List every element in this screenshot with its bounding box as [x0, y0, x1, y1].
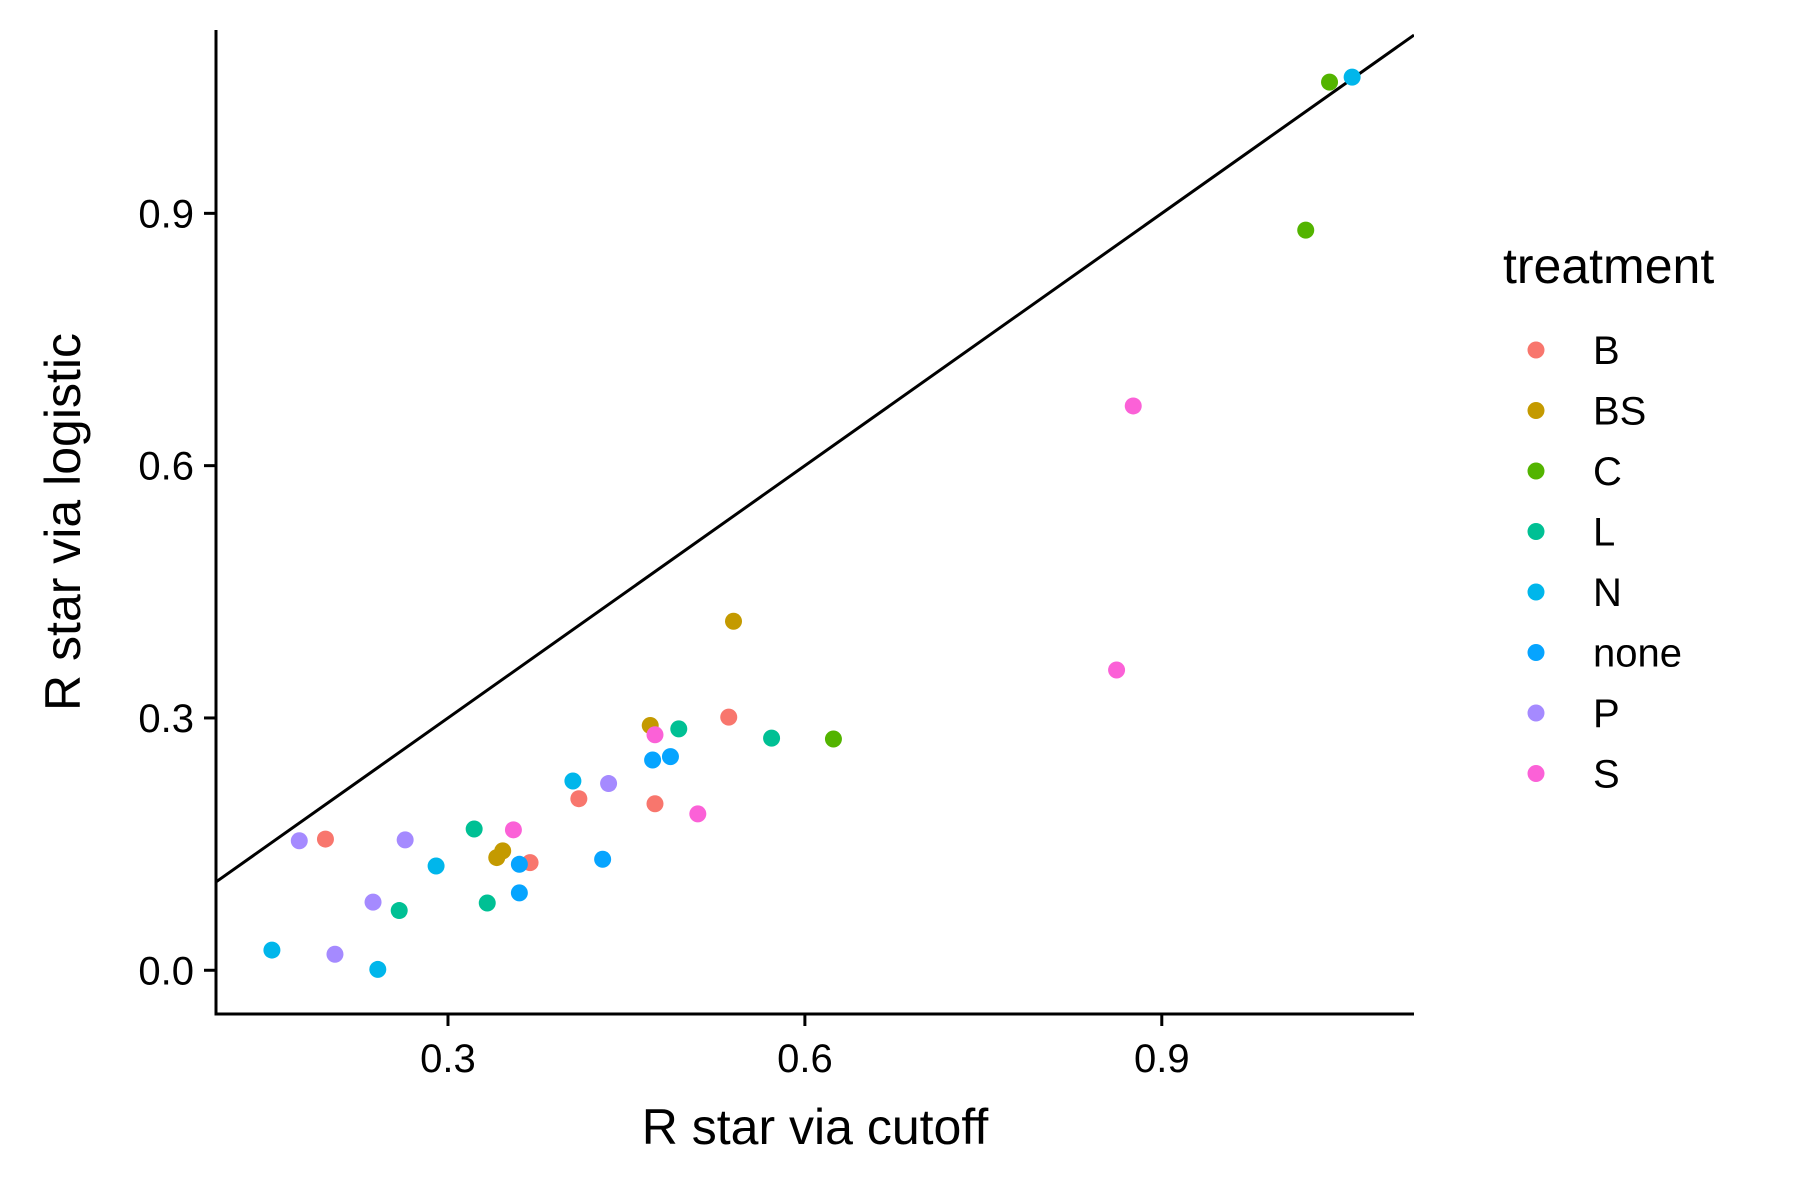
legend-key	[1527, 704, 1545, 722]
series-BS	[488, 612, 743, 867]
point-none-0	[510, 855, 528, 873]
point-P-3	[396, 831, 414, 849]
point-none-1	[510, 884, 528, 902]
point-N-2	[427, 857, 445, 875]
legend-item-BS: BS	[1527, 390, 1646, 434]
legend-key	[1527, 341, 1545, 359]
point-N-1	[369, 960, 387, 978]
point-S-2	[689, 805, 707, 823]
legend-label: N	[1593, 571, 1622, 615]
legend-key	[1527, 644, 1545, 661]
legend-label: BS	[1593, 390, 1646, 434]
point-BS-3	[725, 612, 743, 630]
point-N-4	[1343, 68, 1361, 86]
legend-key	[1527, 583, 1545, 601]
y-tick-label: 0.0	[138, 949, 194, 993]
point-none-4	[661, 748, 679, 766]
series-L	[390, 720, 781, 920]
legend-label: B	[1593, 329, 1620, 373]
legend-item-B: B	[1527, 329, 1620, 373]
point-L-0	[390, 902, 408, 920]
series-S	[504, 397, 1142, 839]
point-C-0	[824, 730, 842, 748]
point-C-1	[1297, 221, 1315, 239]
point-L-4	[763, 729, 781, 747]
point-S-4	[1124, 397, 1142, 415]
point-S-0	[504, 821, 522, 839]
point-B-3	[646, 795, 664, 813]
x-tick-label: 0.3	[420, 1037, 476, 1081]
identity-line	[216, 33, 1414, 884]
series-C	[824, 73, 1339, 748]
legend-item-P: P	[1527, 692, 1620, 736]
point-B-0	[316, 830, 334, 848]
legend-label: L	[1593, 511, 1615, 555]
point-S-3	[1108, 661, 1126, 679]
y-tick-label: 0.9	[138, 192, 194, 236]
axes: 0.3 0.6 0.9 0.0 0.3 0.6 0.9 R star via cutoff R …	[35, 30, 1414, 1155]
x-tick-label: 0.6	[777, 1037, 833, 1081]
series-P	[290, 775, 618, 963]
point-L-2	[478, 894, 496, 912]
point-N-3	[564, 772, 582, 790]
legend-key	[1527, 523, 1545, 540]
point-none-2	[594, 850, 612, 868]
legend-key	[1527, 402, 1545, 419]
point-C-2	[1321, 73, 1339, 91]
y-axis-title: R star via logistic	[35, 333, 91, 711]
series-none	[510, 748, 679, 902]
legend-title: treatment	[1503, 238, 1714, 294]
point-B-2	[570, 790, 588, 808]
series-N	[263, 68, 1361, 978]
legend-item-S: S	[1527, 753, 1620, 797]
legend-label: S	[1593, 753, 1620, 797]
y-tick-label: 0.6	[138, 445, 194, 489]
legend-item-none: none	[1527, 632, 1682, 676]
legend-label: none	[1593, 632, 1682, 676]
point-S-1	[646, 726, 664, 744]
point-none-3	[644, 751, 662, 769]
point-P-2	[364, 893, 382, 911]
point-L-1	[465, 820, 483, 838]
legend-key	[1527, 765, 1545, 782]
point-P-1	[326, 945, 344, 963]
series-B	[316, 708, 738, 872]
point-N-0	[263, 941, 281, 959]
y-tick-label: 0.3	[138, 697, 194, 741]
legend-key	[1527, 462, 1545, 480]
point-BS-1	[494, 842, 512, 860]
legend-item-L: L	[1527, 511, 1615, 555]
point-L-3	[670, 720, 688, 738]
x-tick-label: 0.9	[1134, 1037, 1190, 1081]
point-P-0	[290, 832, 308, 850]
legend-label: C	[1593, 450, 1622, 494]
x-axis-title: R star via cutoff	[642, 1099, 989, 1155]
point-P-4	[600, 775, 618, 793]
legend-item-C: C	[1527, 450, 1622, 494]
point-B-4	[720, 708, 738, 726]
plot-panel	[216, 33, 1414, 978]
legend-label: P	[1593, 692, 1620, 736]
legend-item-N: N	[1527, 571, 1622, 615]
